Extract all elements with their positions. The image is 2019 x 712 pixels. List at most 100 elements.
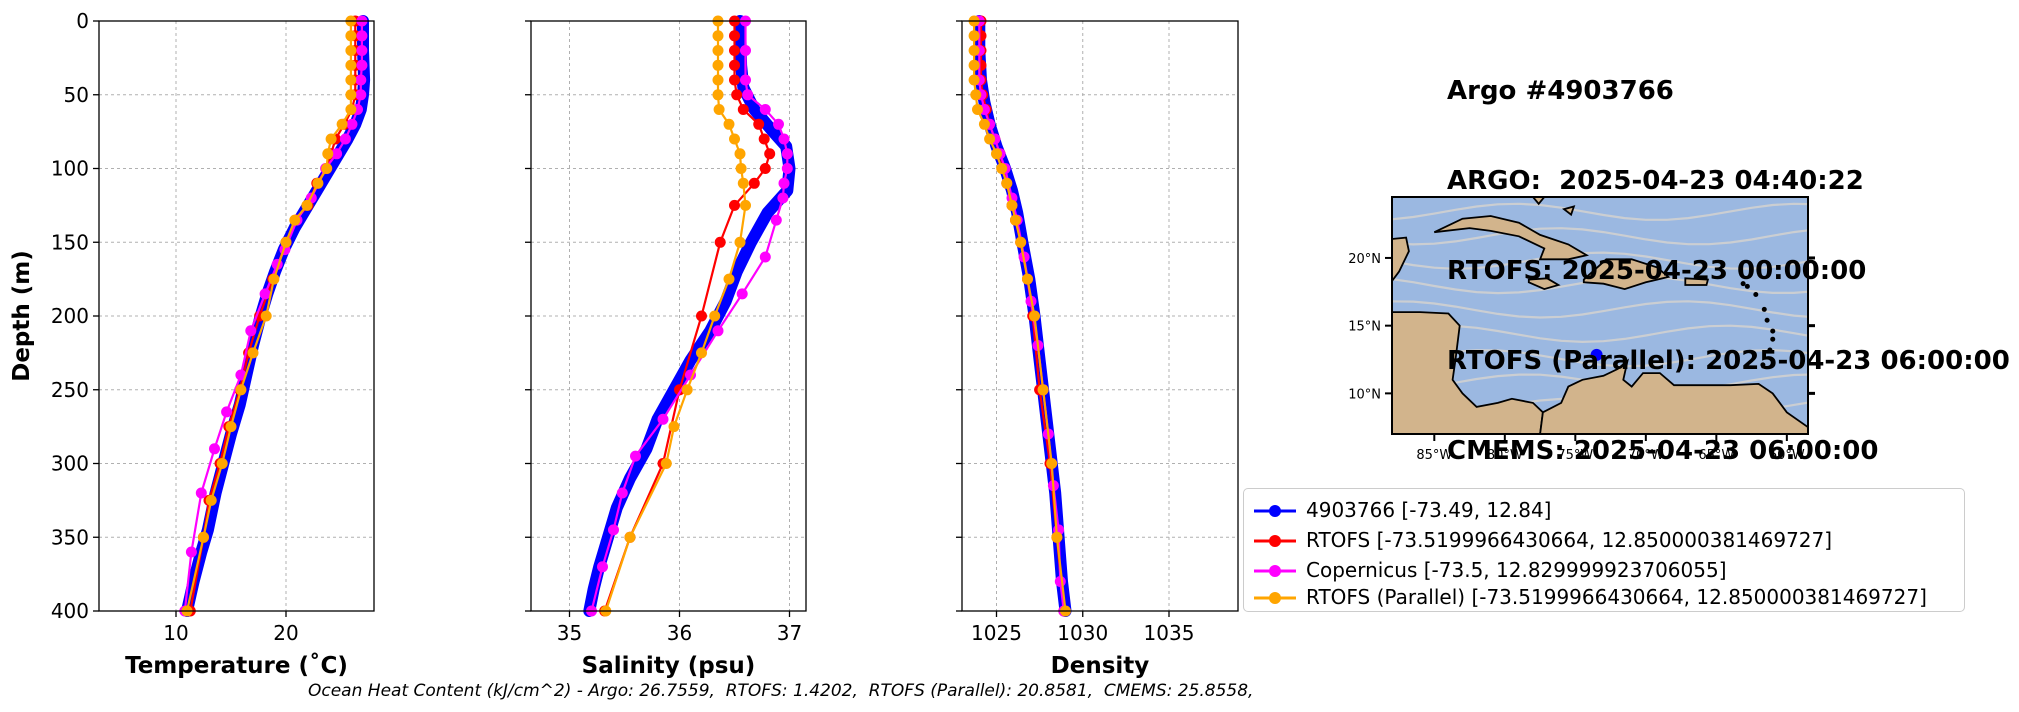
- data-point-parallel: [729, 133, 740, 145]
- map-y-tick-label: 15°N: [1348, 320, 1381, 335]
- inset-map: 85°W 80°W 75°W 70°W 65°W 60°W 10°N 15°N 20°N: [1348, 196, 1815, 463]
- data-point-copernicus: [781, 148, 793, 160]
- data-point-rtofs: [764, 148, 776, 160]
- data-point-parallel: [984, 133, 996, 145]
- island: [1744, 283, 1750, 289]
- data-point-parallel: [235, 384, 247, 396]
- data-point-parallel: [712, 30, 724, 42]
- data-point-parallel: [712, 89, 724, 101]
- legend-label: RTOFS [-73.5199966430664, 12.85000038146…: [1306, 528, 1833, 552]
- map-y-tick-label: 20°N: [1348, 252, 1381, 267]
- x-tick-label: 1030: [1057, 621, 1108, 645]
- x-axis-label: Temperature (˚C): [125, 652, 348, 679]
- figure-title: Argo #4903766 ARGO: 2025-04-23 04:40:22 …: [1447, 16, 2010, 496]
- data-point-copernicus: [616, 487, 628, 499]
- data-point-copernicus: [736, 288, 748, 300]
- legend-swatch: [1254, 535, 1296, 547]
- data-point-parallel: [345, 89, 357, 101]
- land: [1582, 258, 1671, 291]
- data-point-parallel: [968, 59, 980, 71]
- data-point-parallel: [1046, 458, 1058, 469]
- data-point-parallel: [247, 347, 259, 359]
- data-point-copernicus: [773, 118, 784, 130]
- data-point-parallel: [712, 45, 724, 56]
- data-point-copernicus: [209, 443, 220, 455]
- data-point-parallel: [734, 148, 746, 160]
- land: [1527, 277, 1561, 291]
- legend-label: Copernicus [-73.5, 12.829999923706055]: [1306, 558, 1727, 582]
- data-point-parallel: [1015, 236, 1027, 248]
- legend-swatch: [1254, 592, 1296, 604]
- data-point-parallel: [216, 458, 228, 469]
- legend-swatch: [1254, 565, 1296, 577]
- map-x-tick-label: 60°W: [1769, 448, 1805, 463]
- data-point-copernicus: [608, 524, 619, 536]
- island: [1740, 281, 1746, 287]
- data-point-copernicus: [356, 59, 368, 71]
- land: [1392, 197, 1410, 283]
- y-axis-label: Depth (m): [9, 250, 35, 382]
- data-point-copernicus: [259, 288, 271, 300]
- data-point-rtofs: [737, 104, 749, 115]
- data-point-copernicus: [740, 45, 751, 56]
- data-point-parallel: [345, 30, 357, 42]
- data-point-parallel: [1001, 177, 1013, 189]
- data-point-copernicus: [221, 406, 233, 418]
- data-point-copernicus: [355, 89, 367, 101]
- land: [1539, 358, 1808, 434]
- data-point-parallel: [312, 177, 324, 189]
- data-point-rtofs: [729, 30, 740, 42]
- profile-panel: 1025 1030 1035 Density: [956, 15, 1239, 679]
- profile-panel: 35 36 37 Salinity (psu): [525, 15, 807, 679]
- data-point-copernicus: [712, 325, 724, 337]
- data-point-parallel: [968, 30, 980, 42]
- title-line: Argo #4903766: [1447, 76, 1674, 106]
- data-point-copernicus: [331, 148, 343, 160]
- data-point-copernicus: [781, 163, 793, 174]
- data-point-copernicus: [235, 369, 247, 381]
- data-point-parallel: [723, 273, 735, 285]
- data-point-parallel: [660, 458, 672, 469]
- data-point-copernicus: [195, 487, 207, 499]
- data-point-parallel: [723, 118, 735, 130]
- data-point-rtofs: [729, 59, 740, 71]
- plot-frame: [98, 20, 375, 612]
- data-point-parallel: [1029, 310, 1040, 322]
- data-point-rtofs: [731, 89, 743, 101]
- title-line: ARGO: 2025-04-23 04:40:22: [1447, 166, 1864, 196]
- island: [1770, 336, 1776, 342]
- y-tick-label: 100: [51, 157, 89, 181]
- x-tick-label: 36: [667, 621, 692, 645]
- y-tick-label: 200: [51, 304, 89, 328]
- data-point-parallel: [970, 89, 982, 101]
- data-point-copernicus: [346, 118, 358, 130]
- data-point-parallel: [734, 236, 746, 248]
- current-streamline: [1392, 251, 1808, 270]
- land: [1562, 205, 1576, 217]
- x-tick-label: 1025: [971, 621, 1022, 645]
- data-point-copernicus: [759, 251, 771, 263]
- map-y-tick-label: 10°N: [1348, 387, 1381, 402]
- land: [1531, 197, 1546, 206]
- island: [1753, 292, 1759, 298]
- data-point-copernicus: [245, 325, 257, 337]
- x-tick-label: 37: [777, 621, 802, 645]
- data-point-parallel: [205, 494, 217, 506]
- data-point-parallel: [737, 177, 749, 189]
- data-point-parallel: [336, 118, 348, 130]
- data-point-copernicus: [1054, 576, 1066, 587]
- land: [1684, 277, 1710, 286]
- data-point-parallel: [1006, 199, 1018, 211]
- data-point-parallel: [1037, 384, 1049, 396]
- y-tick-label: 0: [76, 9, 89, 33]
- y-tick-label: 400: [51, 599, 89, 623]
- data-point-parallel: [345, 104, 357, 115]
- data-point-copernicus: [339, 133, 351, 145]
- land: [1433, 215, 1590, 261]
- island: [1767, 347, 1773, 353]
- data-point-rtofs: [748, 177, 760, 189]
- profile-panel: 10 20050100150200250300350400Temperature …: [9, 9, 375, 679]
- argo-location-marker: [1590, 348, 1603, 361]
- data-point-parallel: [668, 421, 680, 433]
- data-point-parallel: [325, 133, 337, 145]
